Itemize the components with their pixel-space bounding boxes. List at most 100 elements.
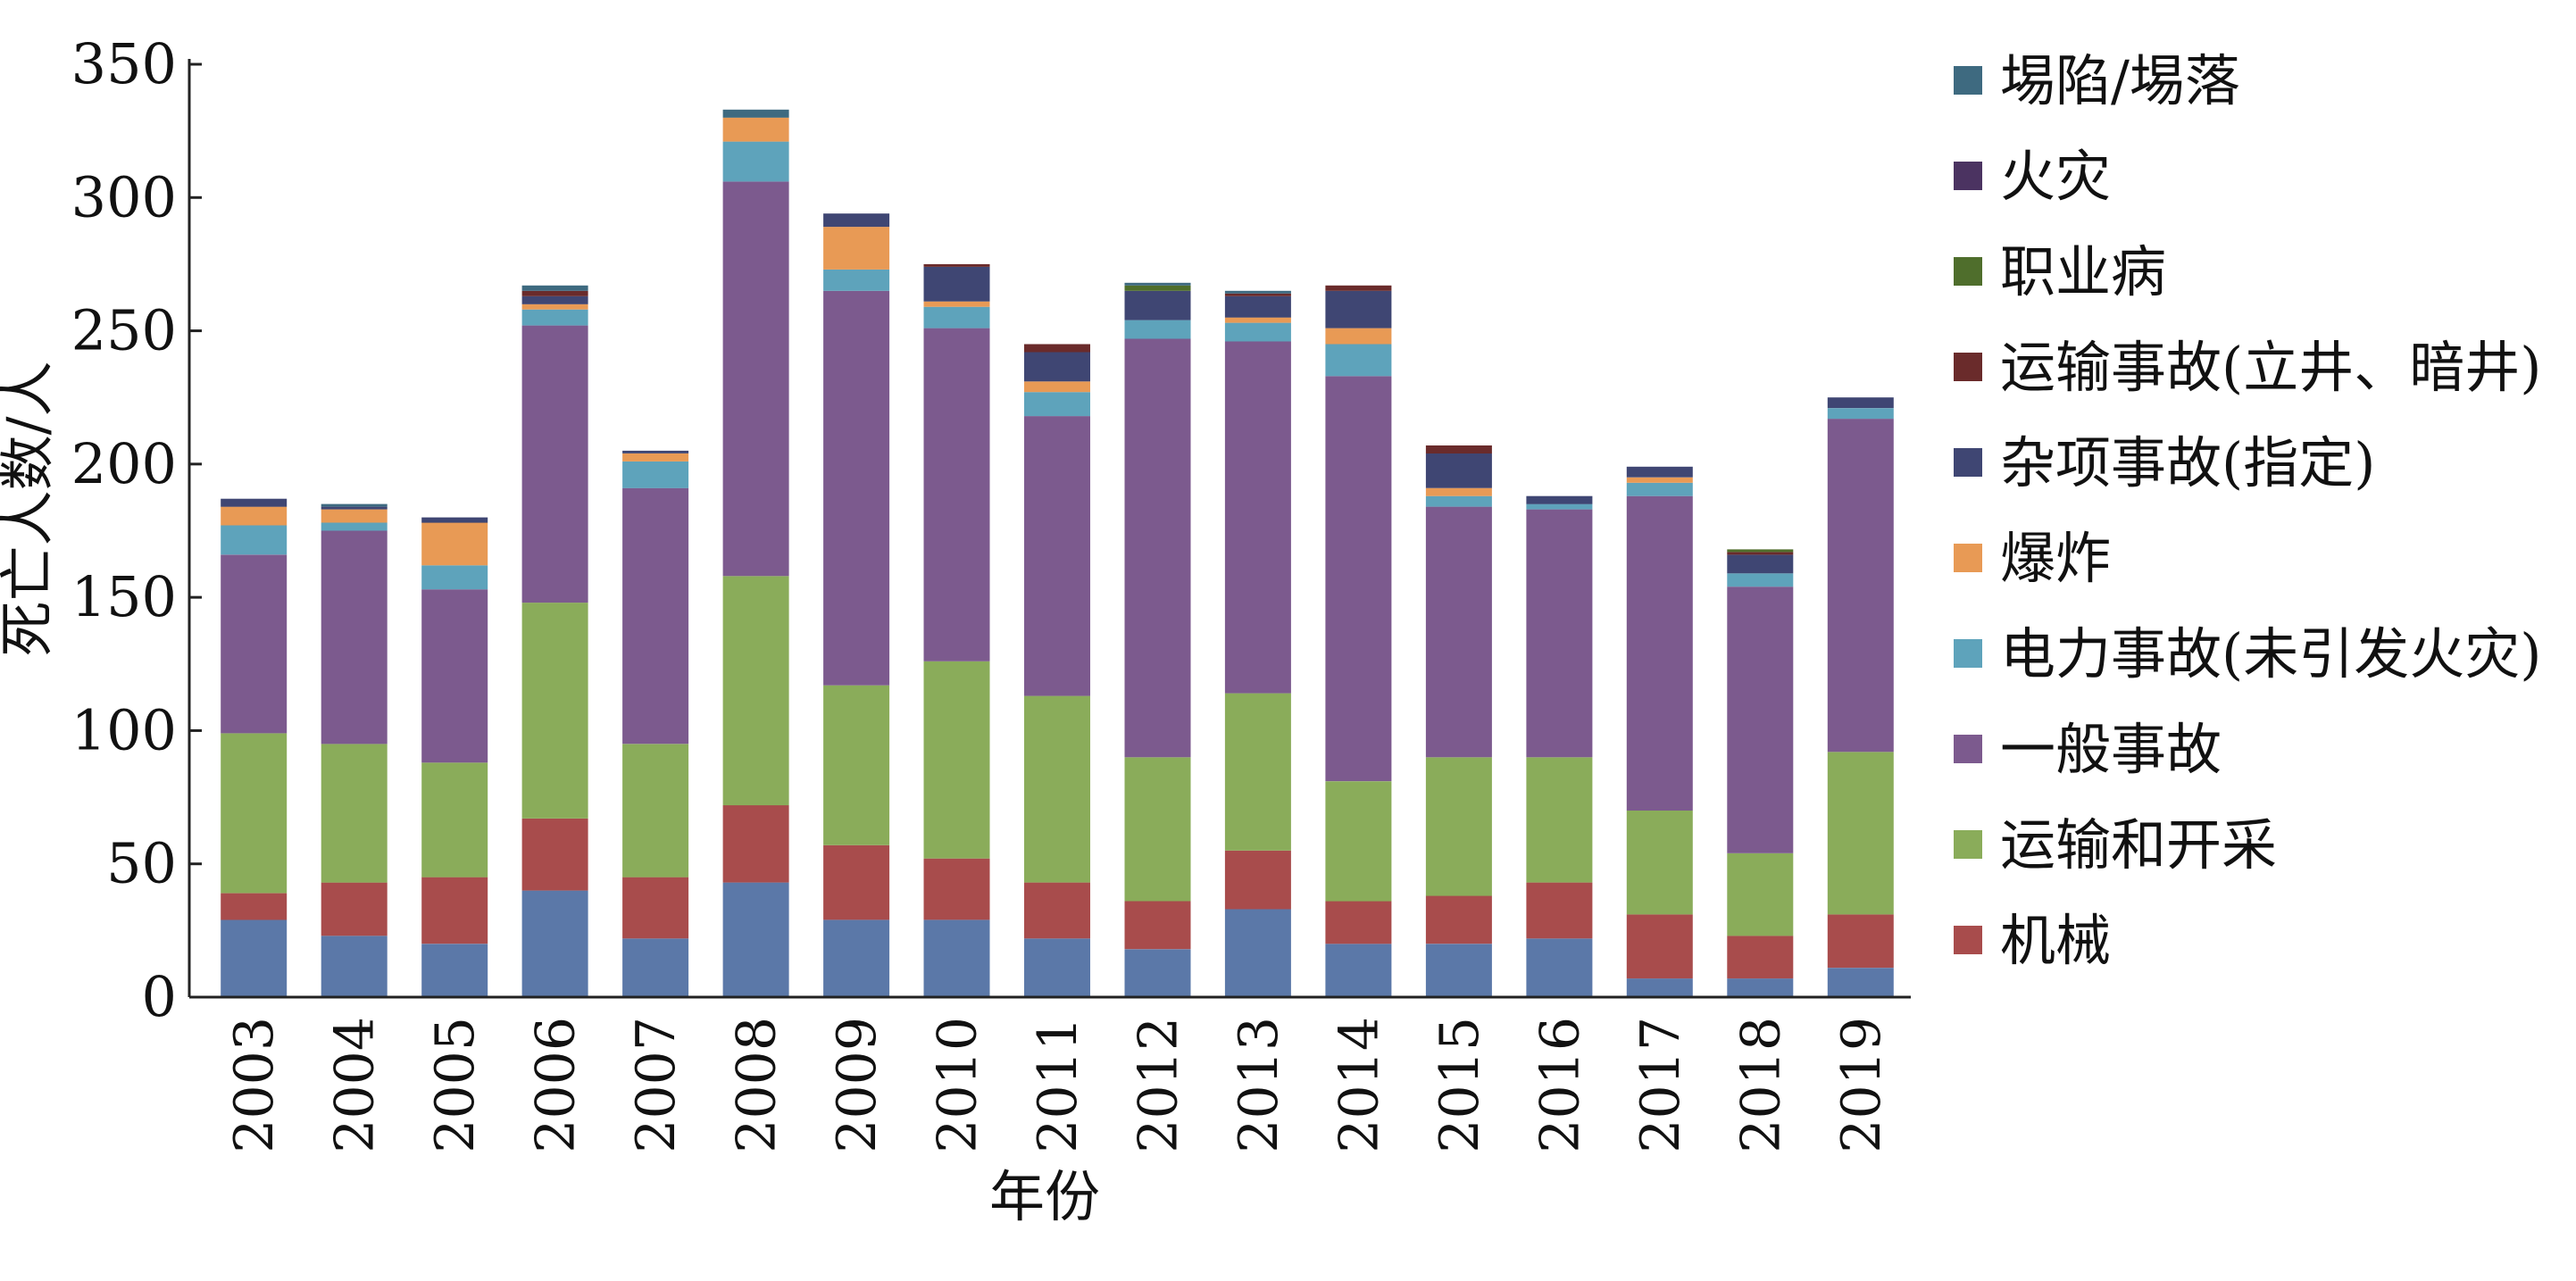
bar-segment-2017-s5: [1626, 477, 1693, 483]
bar-segment-2016-s4: [1526, 503, 1593, 510]
bar-segment-2018-s7: [1727, 552, 1794, 555]
x-tick-label: 2012: [1128, 1017, 1190, 1153]
bar-segment-2016-s6: [1526, 495, 1593, 504]
bar-segment-2004-s10: [321, 503, 388, 507]
bar-segment-2018-s4: [1727, 573, 1794, 587]
bar-segment-2010-s3: [923, 328, 990, 661]
bar-segment-2009-s1: [823, 844, 890, 920]
bar-segment-2016-s2: [1526, 757, 1593, 883]
bar-segment-2011-s0: [1024, 938, 1090, 997]
bar-segment-2011-s6: [1024, 352, 1090, 382]
bar-segment-2008-s5: [722, 117, 789, 142]
bar-segment-2012-s2: [1124, 757, 1191, 902]
bar-segment-2017-s4: [1626, 482, 1693, 496]
bar-segment-2010-s5: [923, 301, 990, 307]
bar-segment-2010-s7: [923, 263, 990, 267]
bar-segment-2009-s4: [823, 269, 890, 291]
bar-segment-2009-s3: [823, 290, 890, 686]
bar-segment-2012-s3: [1124, 338, 1191, 758]
bar-segment-2013-s10: [1224, 290, 1291, 294]
x-axis-title: 年份: [989, 1164, 1100, 1229]
x-tick-label: 2003: [223, 1017, 286, 1153]
bar-segment-2012-s4: [1124, 320, 1191, 339]
x-tick-label: 2015: [1429, 1017, 1491, 1153]
bar-segment-2008-s2: [722, 576, 789, 806]
bar-segment-2005-s4: [421, 565, 488, 590]
bar-segment-2019-s0: [1827, 968, 1894, 997]
bar-segment-2014-s1: [1325, 901, 1392, 944]
y-tick-label: 100: [71, 697, 177, 762]
bar-segment-2009-s2: [823, 685, 890, 845]
bar-segment-2019-s2: [1827, 752, 1894, 915]
legend-label: 埸陷/埸落: [2000, 48, 2240, 113]
bars-layer: [221, 109, 1894, 997]
bar-segment-2013-s2: [1224, 693, 1291, 851]
bar-segment-2012-s1: [1124, 901, 1191, 950]
bar-segment-2014-s4: [1325, 344, 1392, 377]
legend-swatch: [1954, 257, 1982, 286]
bar-segment-2003-s4: [221, 525, 288, 555]
bar-segment-2017-s2: [1626, 811, 1693, 915]
bar-segment-2011-s5: [1024, 381, 1090, 393]
x-tick-label: 2004: [324, 1017, 387, 1153]
bar-segment-2019-s1: [1827, 914, 1894, 969]
x-tick-label: 2017: [1630, 1017, 1692, 1153]
x-tick-label: 2013: [1228, 1017, 1290, 1153]
bar-segment-2013-s4: [1224, 322, 1291, 342]
bar-segment-2011-s3: [1024, 416, 1090, 696]
bar-segment-2006-s2: [521, 603, 588, 819]
bar-segment-2011-s4: [1024, 392, 1090, 417]
bar-segment-2007-s3: [622, 487, 689, 744]
legend-swatch: [1954, 162, 1982, 190]
bar-segment-2006-s7: [521, 290, 588, 296]
bar-segment-2015-s1: [1425, 895, 1492, 944]
bar-segment-2005-s6: [421, 517, 488, 523]
bar-segment-2018-s6: [1727, 554, 1794, 574]
bar-segment-2006-s10: [521, 285, 588, 291]
x-tick-label: 2019: [1830, 1017, 1893, 1153]
legend-label: 爆炸: [2000, 526, 2111, 591]
bar-segment-2006-s0: [521, 890, 588, 997]
bar-segment-2014-s6: [1325, 290, 1392, 329]
legend-swatch: [1954, 639, 1982, 668]
bar-segment-2010-s2: [923, 661, 990, 859]
bar-segment-2014-s7: [1325, 285, 1392, 291]
y-tick-label: 350: [71, 31, 177, 96]
legend-label: 机械: [2000, 908, 2111, 973]
bar-segment-2017-s0: [1626, 978, 1693, 997]
bar-segment-2014-s3: [1325, 376, 1392, 782]
bar-segment-2011-s7: [1024, 344, 1090, 353]
bar-segment-2016-s0: [1526, 938, 1593, 997]
bar-segment-2009-s6: [823, 213, 890, 228]
bar-segment-2005-s0: [421, 944, 488, 997]
legend-swatch: [1954, 448, 1982, 477]
x-tick-label: 2007: [625, 1017, 688, 1153]
bar-segment-2018-s0: [1727, 978, 1794, 997]
legend-label: 运输事故(立井、暗井): [2000, 335, 2541, 400]
bar-segment-2012-s6: [1124, 290, 1191, 320]
bar-segment-2016-s3: [1526, 509, 1593, 758]
bar-segment-2010-s6: [923, 266, 990, 302]
bar-segment-2013-s3: [1224, 341, 1291, 694]
bar-segment-2013-s5: [1224, 317, 1291, 323]
bar-segment-2018-s2: [1727, 853, 1794, 936]
bar-segment-2005-s3: [421, 589, 488, 763]
bar-segment-2013-s1: [1224, 850, 1291, 910]
legend-label: 电力事故(未引发火灾): [2000, 621, 2541, 686]
bar-segment-2008-s3: [722, 181, 789, 577]
bar-segment-2019-s3: [1827, 419, 1894, 753]
x-tick-label: 2005: [424, 1017, 487, 1153]
bar-segment-2007-s4: [622, 461, 689, 488]
bar-segment-2005-s1: [421, 877, 488, 944]
y-axis: 0 50 100 150 200 250 300 350: [71, 31, 202, 1029]
bar-segment-2007-s6: [622, 450, 689, 453]
bar-segment-2018-s1: [1727, 936, 1794, 979]
bar-segment-2015-s7: [1425, 445, 1492, 453]
bar-segment-2010-s0: [923, 919, 990, 997]
bar-segment-2011-s1: [1024, 882, 1090, 939]
bar-segment-2004-s4: [321, 522, 388, 531]
bar-segment-2015-s4: [1425, 495, 1492, 507]
bar-segment-2018-s3: [1727, 586, 1794, 853]
